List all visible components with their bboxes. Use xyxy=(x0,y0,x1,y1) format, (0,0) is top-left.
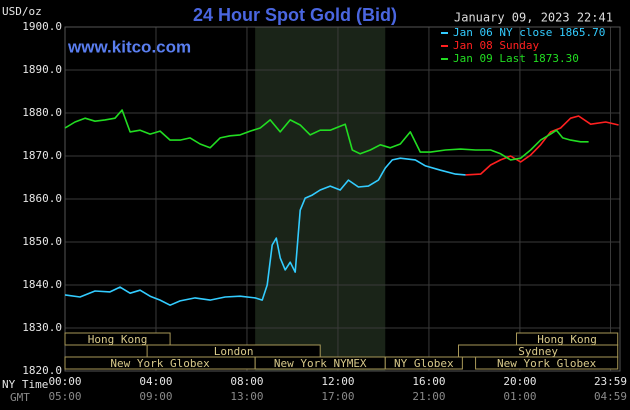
y-tick-label: 1880.0 xyxy=(22,106,62,119)
session-label: New York NYMEX xyxy=(274,357,367,370)
x2-tick-label: 01:00 xyxy=(503,390,536,403)
price-line xyxy=(64,109,589,161)
session-label: Sydney xyxy=(518,345,558,358)
x2-tick-label: 09:00 xyxy=(139,390,172,403)
legend-label: Jan 08 Sunday xyxy=(453,39,539,52)
y-tick-label: 1860.0 xyxy=(22,192,62,205)
x-tick-label: 20:00 xyxy=(503,375,536,388)
legend-label: Jan 09 Last 1873.30 xyxy=(453,52,579,65)
y-tick-label: 1820.0 xyxy=(22,364,62,377)
y-axis-label: USD/oz xyxy=(2,5,42,18)
session-label: London xyxy=(214,345,254,358)
y-tick-label: 1900.0 xyxy=(22,20,62,33)
y-tick-label: 1850.0 xyxy=(22,235,62,248)
x-tick-label: 12:00 xyxy=(321,375,354,388)
session-box xyxy=(64,332,171,346)
session-label: NY Globex xyxy=(394,357,454,370)
y-tick-label: 1890.0 xyxy=(22,63,62,76)
price-line xyxy=(64,157,466,306)
x-tick-label: 16:00 xyxy=(412,375,445,388)
chart-title: 24 Hour Spot Gold (Bid) xyxy=(193,5,397,25)
session-label: New York Globex xyxy=(497,357,597,370)
website: www.kitco.com xyxy=(67,37,191,56)
x-tick-label: 00:00 xyxy=(48,375,81,388)
x2-axis-label: GMT xyxy=(10,391,30,404)
legend-label: Jan 06 NY close 1865.70 xyxy=(453,26,605,39)
x-tick-label: 08:00 xyxy=(230,375,263,388)
x2-tick-label: 21:00 xyxy=(412,390,445,403)
x-tick-label: 04:00 xyxy=(139,375,172,388)
x2-tick-label: 13:00 xyxy=(230,390,263,403)
x2-tick-label: 04:59 xyxy=(594,390,627,403)
session-label: Hong Kong xyxy=(88,333,148,346)
y-tick-label: 1870.0 xyxy=(22,149,62,162)
plot-background xyxy=(64,26,621,372)
y-tick-label: 1830.0 xyxy=(22,321,62,334)
price-line xyxy=(465,115,619,176)
session-box xyxy=(384,356,463,370)
session-box xyxy=(475,356,619,370)
timestamp: January 09, 2023 22:41 xyxy=(454,11,613,25)
session-label: Hong Kong xyxy=(537,333,597,346)
x2-tick-label: 05:00 xyxy=(48,390,81,403)
x-axis-label: NY Time xyxy=(2,378,48,391)
plot-frame xyxy=(64,26,621,372)
x2-tick-label: 17:00 xyxy=(321,390,354,403)
x-tick-label: 23:59 xyxy=(594,375,627,388)
session-label: New York Globex xyxy=(110,357,210,370)
y-tick-label: 1840.0 xyxy=(22,278,62,291)
